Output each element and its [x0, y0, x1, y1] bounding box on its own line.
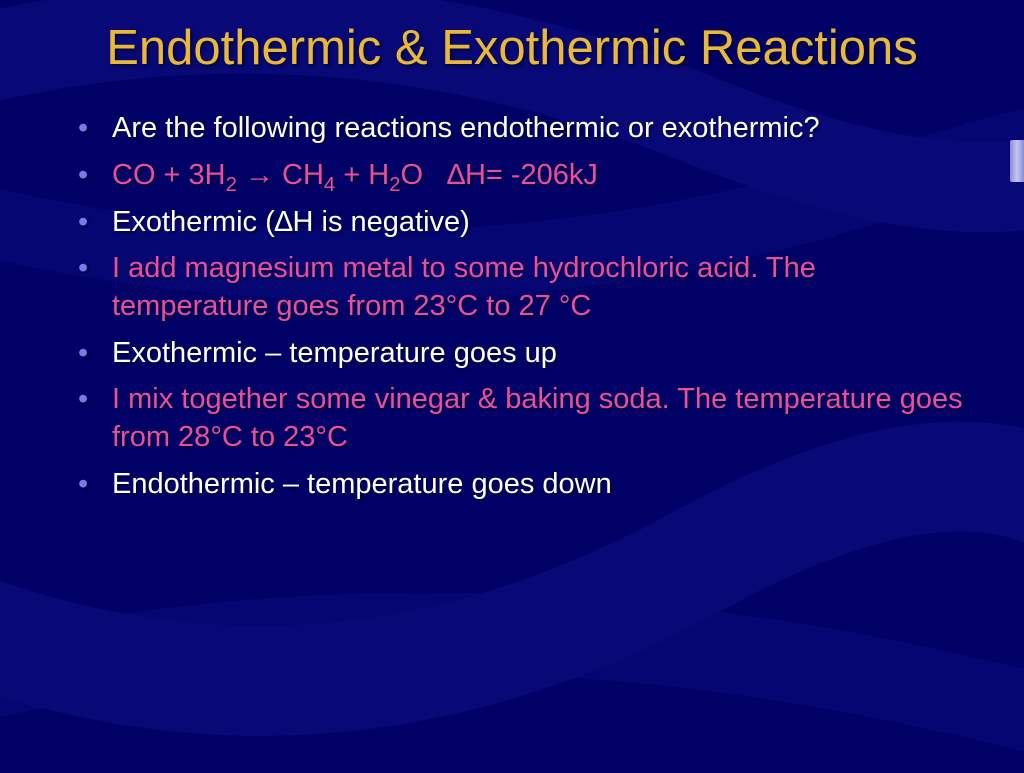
bullet-item: I add magnesium metal to some hydrochlor… [78, 250, 964, 325]
bullet-item: Endothermic – temperature goes down [78, 466, 964, 504]
bullet-item: Exothermic – temperature goes up [78, 335, 964, 373]
slide-content: Endothermic & Exothermic Reactions Are t… [0, 0, 1024, 768]
bullet-list: Are the following reactions endothermic … [60, 110, 964, 503]
bullet-item: I mix together some vinegar & baking sod… [78, 381, 964, 456]
bullet-item: CO + 3H2 → CH4 + H2O ∆H= -206kJ [78, 157, 964, 195]
bullet-item: Exothermic (∆H is negative) [78, 204, 964, 242]
bullet-item: Are the following reactions endothermic … [78, 110, 964, 148]
slide-title: Endothermic & Exothermic Reactions [60, 20, 964, 76]
